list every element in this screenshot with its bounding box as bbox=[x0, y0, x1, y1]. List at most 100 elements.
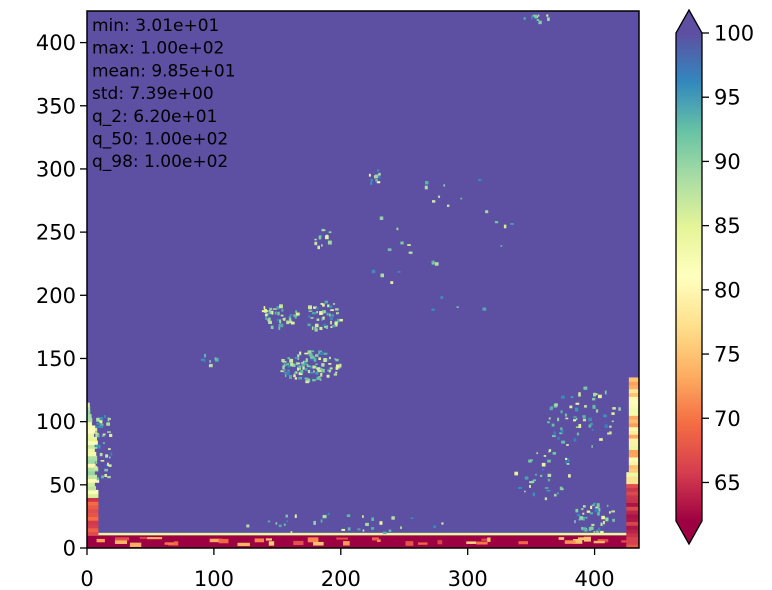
bottom-strip-texture bbox=[268, 541, 275, 546]
speckle-cluster-2 bbox=[322, 323, 327, 327]
bottom-strip-texture bbox=[405, 541, 414, 546]
x-tick-label: 200 bbox=[321, 567, 361, 590]
speckle-cluster-12 bbox=[431, 308, 435, 311]
plot-frame bbox=[86, 10, 640, 549]
right-edge bbox=[628, 415, 639, 420]
speckle-cluster-8 bbox=[96, 422, 100, 425]
speckle-cluster-10 bbox=[537, 14, 540, 17]
left-edge bbox=[87, 497, 99, 502]
speckle-cluster-5 bbox=[578, 424, 582, 428]
speckle-cluster-5 bbox=[603, 414, 607, 418]
speckle-cluster-12 bbox=[387, 248, 392, 252]
speckle-cluster-6 bbox=[581, 516, 586, 521]
speckle-cluster-0 bbox=[282, 361, 287, 363]
speckle-cluster-8 bbox=[97, 434, 100, 438]
speckle-cluster-0 bbox=[316, 367, 320, 370]
speckle-cluster-1 bbox=[290, 321, 295, 325]
speckle-cluster-2 bbox=[322, 303, 325, 307]
speckle-cluster-6 bbox=[601, 515, 605, 520]
speckle-cluster-0 bbox=[303, 361, 307, 365]
speckle-cluster-12 bbox=[510, 223, 514, 225]
right-edge bbox=[628, 449, 639, 454]
speckle-cluster-6 bbox=[596, 530, 600, 533]
speckle-cluster-12 bbox=[431, 261, 434, 263]
speckle-cluster-12 bbox=[396, 227, 399, 231]
speckle-cluster-1 bbox=[269, 309, 271, 313]
speckle-cluster-7 bbox=[568, 474, 571, 478]
speckle-cluster-11 bbox=[362, 529, 365, 532]
speckle-cluster-4 bbox=[314, 238, 317, 241]
speckle-cluster-7 bbox=[547, 459, 551, 463]
speckle-cluster-1 bbox=[279, 304, 283, 309]
speckle-cluster-0 bbox=[297, 365, 299, 368]
right-edge bbox=[626, 510, 639, 515]
left-edge bbox=[87, 410, 91, 415]
speckle-cluster-7 bbox=[559, 486, 563, 491]
speckle-cluster-0 bbox=[323, 358, 327, 363]
speckle-cluster-0 bbox=[305, 379, 310, 382]
speckle-cluster-11 bbox=[322, 514, 327, 519]
speckle-cluster-0 bbox=[311, 350, 315, 353]
right-edge bbox=[626, 525, 639, 530]
speckle-cluster-11 bbox=[361, 515, 364, 518]
speckle-cluster-8 bbox=[95, 434, 100, 437]
speckle-cluster-0 bbox=[298, 377, 302, 380]
speckle-cluster-5 bbox=[599, 438, 603, 441]
speckle-cluster-6 bbox=[574, 520, 576, 524]
speckle-cluster-12 bbox=[424, 185, 428, 190]
speckle-cluster-6 bbox=[590, 505, 593, 509]
speckle-cluster-8 bbox=[101, 435, 105, 437]
speckle-cluster-8 bbox=[101, 475, 104, 479]
speckle-cluster-8 bbox=[104, 474, 107, 477]
speckle-cluster-5 bbox=[591, 422, 593, 426]
speckle-cluster-8 bbox=[96, 477, 99, 481]
speckle-cluster-6 bbox=[603, 520, 605, 525]
speckle-cluster-8 bbox=[99, 423, 104, 426]
speckle-cluster-7 bbox=[553, 493, 557, 497]
right-edge bbox=[628, 400, 639, 405]
speckle-cluster-1 bbox=[269, 311, 274, 315]
colorbar: 65 70 75 80 85 90 95 100 bbox=[675, 8, 754, 546]
plot-area bbox=[87, 11, 639, 548]
right-edge bbox=[628, 430, 639, 435]
colorbar-tick-label: 65 bbox=[714, 471, 741, 495]
speckle-cluster-1 bbox=[296, 314, 298, 317]
speckle-cluster-12 bbox=[379, 216, 384, 221]
left-edge bbox=[87, 470, 95, 476]
speckle-cluster-0 bbox=[284, 371, 287, 374]
right-edge bbox=[628, 468, 639, 473]
bottom-strip-texture bbox=[343, 541, 350, 546]
speckle-cluster-1 bbox=[266, 310, 269, 312]
speckle-cluster-7 bbox=[557, 492, 559, 495]
bottom-strip-texture bbox=[114, 539, 128, 544]
speckle-cluster-8 bbox=[99, 417, 104, 421]
speckle-cluster-9 bbox=[209, 360, 211, 363]
bottom-strip-texture bbox=[621, 540, 629, 543]
bottom-strip-texture bbox=[139, 536, 153, 540]
speckle-cluster-0 bbox=[328, 363, 332, 365]
bottom-strip-texture bbox=[293, 540, 304, 546]
speckle-cluster-0 bbox=[287, 364, 291, 368]
speckle-cluster-12 bbox=[407, 244, 411, 246]
speckle-cluster-0 bbox=[307, 350, 312, 354]
speckle-cluster-0 bbox=[289, 358, 294, 363]
speckle-cluster-12 bbox=[477, 178, 482, 182]
speckle-cluster-0 bbox=[333, 373, 338, 376]
bottom-strip-texture bbox=[466, 541, 477, 544]
speckle-cluster-5 bbox=[578, 393, 581, 397]
speckle-cluster-5 bbox=[595, 409, 599, 413]
speckle-cluster-7 bbox=[546, 489, 551, 492]
bottom-strip-texture bbox=[218, 538, 229, 544]
speckle-cluster-1 bbox=[266, 312, 271, 315]
speckle-cluster-8 bbox=[110, 452, 113, 456]
speckle-cluster-0 bbox=[304, 377, 309, 380]
speckle-cluster-0 bbox=[302, 366, 305, 370]
speckle-cluster-0 bbox=[310, 357, 314, 361]
speckle-cluster-5 bbox=[592, 397, 596, 401]
right-edge bbox=[628, 396, 639, 401]
speckle-cluster-5 bbox=[584, 405, 587, 408]
speckle-cluster-8 bbox=[108, 448, 111, 451]
right-edge bbox=[626, 472, 639, 477]
speckle-cluster-1 bbox=[283, 318, 286, 321]
speckle-cluster-11 bbox=[347, 527, 351, 531]
